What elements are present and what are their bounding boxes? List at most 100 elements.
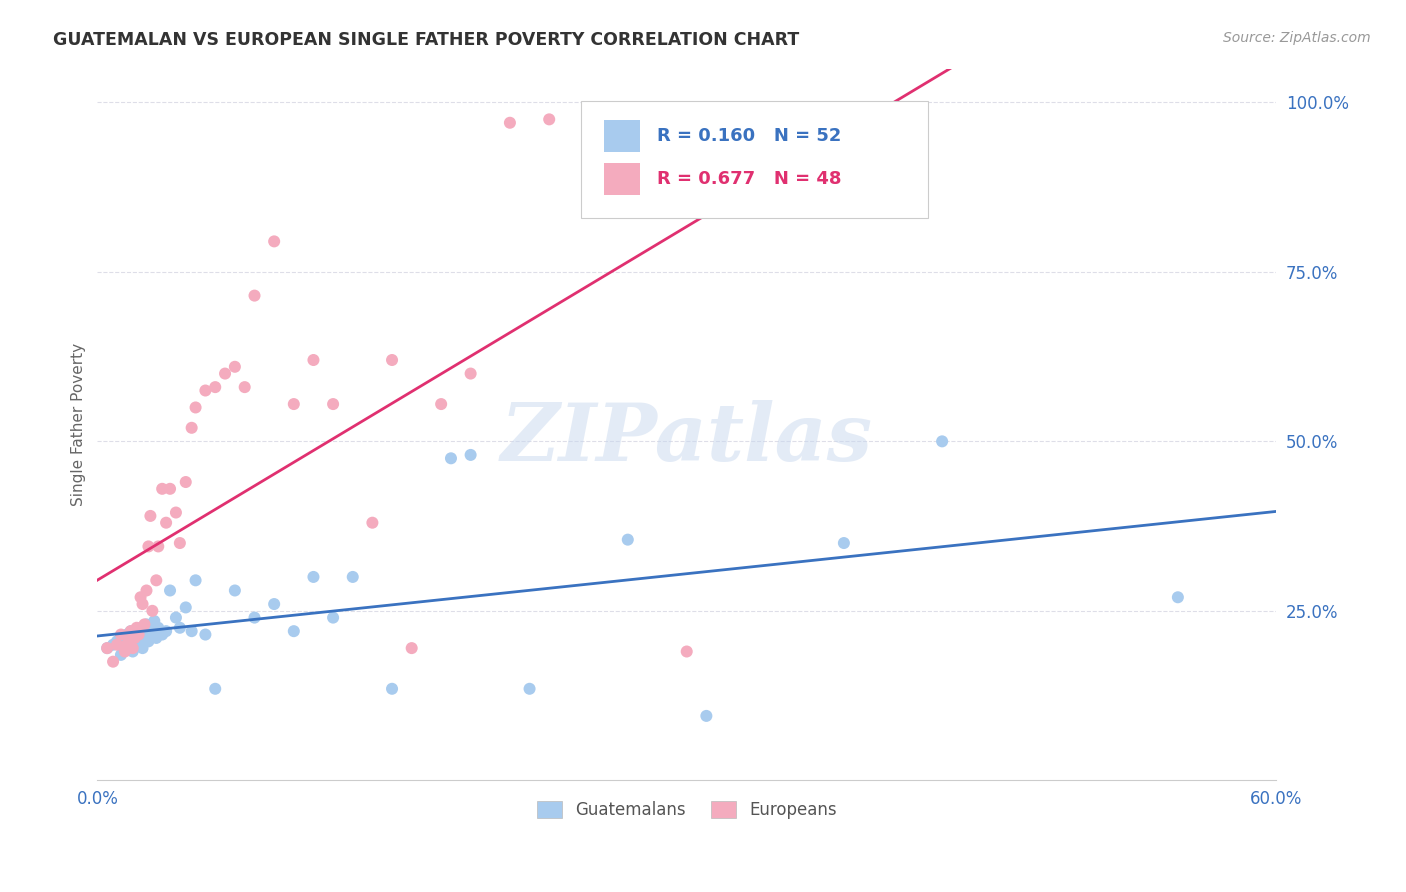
Point: [155, 624, 177, 639]
Point: [519, 681, 541, 696]
Point: [194, 627, 217, 641]
Point: [460, 448, 482, 462]
FancyBboxPatch shape: [605, 120, 640, 153]
Point: [381, 681, 404, 696]
Point: [121, 627, 143, 641]
Point: [233, 380, 256, 394]
Text: GUATEMALAN VS EUROPEAN SINGLE FATHER POVERTY CORRELATION CHART: GUATEMALAN VS EUROPEAN SINGLE FATHER POV…: [53, 31, 800, 49]
Point: [115, 638, 138, 652]
Point: [131, 641, 153, 656]
Point: [263, 597, 285, 611]
Point: [120, 624, 142, 639]
Point: [129, 621, 152, 635]
Point: [430, 397, 453, 411]
Text: R = 0.160   N = 52: R = 0.160 N = 52: [657, 128, 842, 145]
Point: [538, 112, 561, 127]
Point: [101, 638, 124, 652]
Point: [243, 288, 266, 302]
Point: [128, 627, 150, 641]
Point: [148, 621, 170, 635]
Point: [138, 634, 160, 648]
Point: [165, 506, 187, 520]
Point: [180, 421, 202, 435]
Point: [141, 621, 163, 635]
Point: [143, 614, 166, 628]
Point: [361, 516, 384, 530]
Point: [129, 591, 152, 605]
Point: [617, 533, 640, 547]
Y-axis label: Single Father Poverty: Single Father Poverty: [72, 343, 86, 506]
Point: [118, 638, 141, 652]
Point: [128, 627, 150, 641]
Point: [169, 621, 191, 635]
Point: [931, 434, 953, 449]
Point: [124, 634, 146, 648]
Point: [138, 540, 160, 554]
Point: [322, 610, 344, 624]
Point: [184, 401, 207, 415]
Point: [105, 634, 128, 648]
Point: [125, 624, 148, 639]
Text: R = 0.677   N = 48: R = 0.677 N = 48: [657, 169, 842, 188]
Point: [124, 631, 146, 645]
Point: [121, 641, 143, 656]
Point: [105, 638, 128, 652]
Text: ZIPatlas: ZIPatlas: [501, 400, 873, 477]
Point: [141, 604, 163, 618]
Point: [148, 540, 170, 554]
Point: [283, 397, 305, 411]
FancyBboxPatch shape: [605, 163, 640, 194]
Point: [832, 536, 855, 550]
Point: [302, 570, 325, 584]
Point: [114, 644, 136, 658]
Point: [159, 482, 181, 496]
Point: [224, 359, 246, 374]
Point: [121, 644, 143, 658]
Point: [499, 116, 522, 130]
Point: [401, 641, 423, 656]
Point: [675, 644, 697, 658]
Point: [174, 600, 197, 615]
Point: [134, 617, 156, 632]
Point: [214, 367, 236, 381]
Point: [243, 610, 266, 624]
Point: [101, 655, 124, 669]
Point: [342, 570, 364, 584]
Point: [184, 574, 207, 588]
Text: Source: ZipAtlas.com: Source: ZipAtlas.com: [1223, 31, 1371, 45]
Point: [165, 610, 187, 624]
Point: [118, 631, 141, 645]
Point: [135, 583, 157, 598]
Point: [263, 235, 285, 249]
Point: [135, 624, 157, 639]
Point: [111, 631, 134, 645]
Point: [120, 624, 142, 639]
Point: [440, 451, 463, 466]
Point: [322, 397, 344, 411]
FancyBboxPatch shape: [581, 101, 928, 218]
Point: [174, 475, 197, 489]
Point: [150, 482, 173, 496]
Point: [134, 631, 156, 645]
Point: [125, 638, 148, 652]
Point: [110, 627, 132, 641]
Point: [283, 624, 305, 639]
Point: [150, 627, 173, 641]
Point: [145, 574, 167, 588]
Point: [125, 621, 148, 635]
Point: [204, 681, 226, 696]
Point: [96, 641, 118, 656]
Point: [139, 508, 162, 523]
Point: [204, 380, 226, 394]
Point: [115, 641, 138, 656]
Point: [159, 583, 181, 598]
Point: [1167, 591, 1189, 605]
Point: [695, 709, 717, 723]
Point: [155, 516, 177, 530]
Point: [180, 624, 202, 639]
Point: [832, 109, 855, 123]
Point: [115, 627, 138, 641]
Point: [131, 597, 153, 611]
Point: [460, 367, 482, 381]
Point: [302, 353, 325, 368]
